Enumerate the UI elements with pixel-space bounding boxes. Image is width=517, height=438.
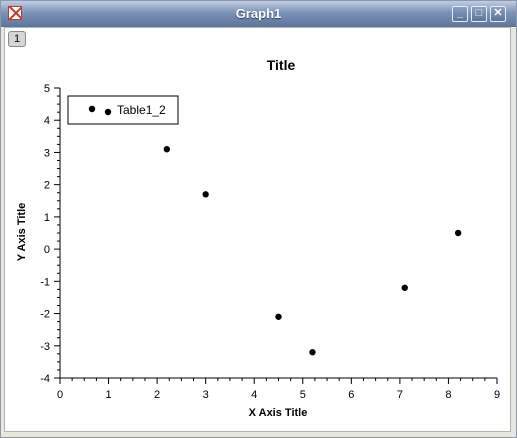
legend-label: Table1_2 [117, 103, 166, 117]
maximize-button[interactable]: □ [471, 6, 487, 22]
y-tick-label: 5 [44, 83, 50, 95]
y-tick-label: -2 [40, 309, 50, 321]
y-tick-label: 2 [44, 180, 50, 192]
title-bar[interactable]: Graph1 _ □ ✕ [1, 1, 516, 27]
chart-title: Title [267, 57, 296, 73]
x-tick-label: 7 [397, 389, 403, 401]
y-tick-label: 3 [44, 147, 50, 159]
window-title: Graph1 [235, 6, 282, 21]
x-tick-label: 1 [105, 389, 111, 401]
layer-tab-1[interactable]: 1 [8, 31, 26, 47]
y-tick-label: 0 [44, 244, 50, 256]
data-point[interactable] [401, 284, 408, 291]
data-point[interactable] [202, 191, 209, 198]
x-axis-label: X Axis Title [249, 407, 308, 419]
x-tick-label: 2 [154, 389, 160, 401]
minimize-button[interactable]: _ [452, 6, 468, 22]
x-tick-label: 0 [57, 389, 63, 401]
data-point[interactable] [454, 229, 462, 237]
y-tick-label: 4 [44, 115, 50, 127]
legend-marker [88, 105, 96, 113]
y-tick-label: -3 [40, 341, 50, 353]
x-tick-label: 6 [348, 389, 354, 401]
x-tick-label: 9 [494, 389, 500, 401]
legend-box [67, 95, 179, 125]
close-button[interactable]: ✕ [490, 6, 506, 22]
graph-canvas[interactable] [4, 27, 511, 432]
data-point[interactable] [163, 146, 171, 153]
data-point[interactable] [275, 313, 282, 320]
y-tick-label: 1 [44, 212, 50, 224]
x-tick-label: 4 [251, 389, 257, 401]
x-tick-label: 8 [445, 389, 451, 401]
graph-app-icon[interactable] [8, 6, 22, 20]
y-tick-label: -1 [40, 276, 50, 288]
y-axis-label: Y Axis Title [16, 203, 28, 262]
axes: 0 1 2 3 4 5 6 7 8 9 -4 -3 -2 -1 0 1 2 3 4 5 [40, 83, 500, 401]
y-tick-label: -4 [40, 373, 50, 385]
data-points [105, 110, 462, 356]
legend-marker-2 [104, 108, 112, 116]
legend[interactable]: Table1_2 [67, 95, 179, 125]
x-tick-label: 5 [300, 389, 306, 401]
data-point[interactable] [309, 349, 316, 356]
x-tick-label: 3 [203, 389, 209, 401]
